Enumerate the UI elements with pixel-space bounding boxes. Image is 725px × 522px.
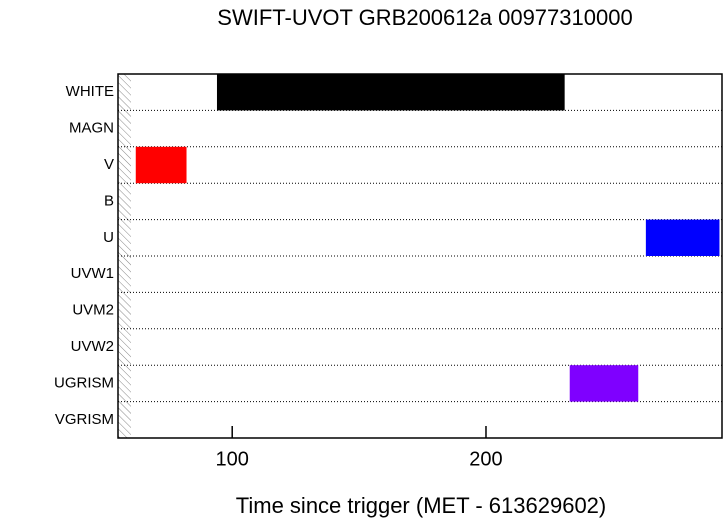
y-category-label: UGRISM xyxy=(54,374,114,391)
plot-frame xyxy=(117,73,723,439)
y-category-label: B xyxy=(104,192,114,209)
x-axis-label: Time since trigger (MET - 613629602) xyxy=(236,493,607,518)
y-category-label: UVW2 xyxy=(71,338,114,355)
bar xyxy=(216,74,565,111)
x-tick-label: 100 xyxy=(216,448,249,470)
y-category-label: UVW1 xyxy=(71,265,114,282)
y-category-label: VGRISM xyxy=(55,411,114,428)
bar xyxy=(569,365,639,402)
y-category-label: MAGN xyxy=(69,120,114,137)
y-category-label: U xyxy=(103,229,114,246)
x-tick-label: 200 xyxy=(469,448,502,470)
bar xyxy=(135,146,187,184)
y-category-label: WHITE xyxy=(66,83,114,100)
y-category-label: V xyxy=(104,156,114,173)
y-category-label: UVM2 xyxy=(72,302,114,319)
bar xyxy=(645,219,720,256)
chart-title: SWIFT-UVOT GRB200612a 00977310000 xyxy=(217,5,632,30)
